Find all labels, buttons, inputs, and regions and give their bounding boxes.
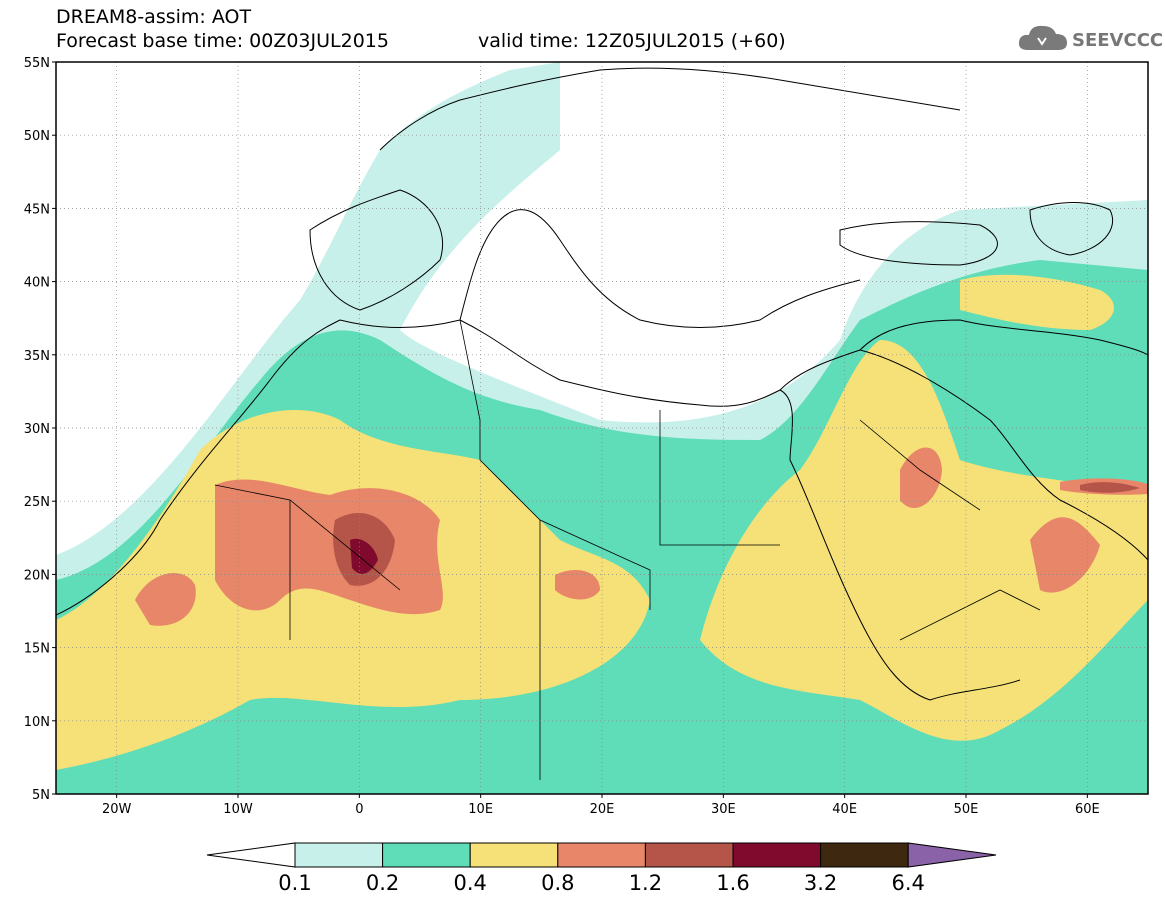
aot-band-0.4-east [700,340,1148,741]
colorbar-label: 0.1 [278,871,311,895]
lon-tick-label: 20E [590,802,615,817]
colorbar-over-arrow [907,842,997,868]
colorbar-label: 1.2 [629,871,662,895]
aot-band-0.8-c [555,570,600,600]
colorbar-swatch [820,842,909,868]
colorbar-swatch [644,842,734,868]
lat-tick-label: 25N [24,495,50,510]
colorbar-swatch [294,842,384,868]
colorbar-label: 1.6 [716,871,749,895]
lat-tick-label: 55N [24,56,50,71]
coastlines [56,67,1148,701]
colorbar: 0.1 0.2 0.4 0.8 1.2 1.6 3.2 6.4 [206,842,997,895]
longitude-labels: 20W 10W 0 10E 20E 30E 40E 50E 60E [102,802,1100,817]
base-time-label: Forecast base time: 00Z03JUL2015 [56,30,389,52]
colorbar-swatch [382,842,471,868]
lat-tick-label: 30N [24,422,50,437]
aot-band-0.8 [215,479,443,615]
lon-tick-label: 50E [954,802,979,817]
colorbar-label: 0.8 [541,871,574,895]
lat-tick-label: 35N [24,349,50,364]
lat-tick-label: 50N [24,129,50,144]
aot-band-1.6 [350,538,378,574]
lat-tick-label: 15N [24,642,50,657]
valid-time-label: valid time: 12Z05JUL2015 (+60) [478,30,786,52]
aot-band-1.2-b [1080,482,1140,493]
aot-band-0.8-e [1030,517,1100,593]
lat-tick-label: 20N [24,568,50,583]
borders [214,319,1041,780]
colorbar-swatch [469,842,559,868]
map-frame [55,61,1149,795]
aot-band-0.4-caspian [960,274,1114,330]
latitude-labels: 55N 50N 45N 40N 35N 30N 25N 20N 15N 10N 5N [24,56,50,803]
aot-field [56,62,1148,794]
cloud-icon [1018,25,1067,50]
lat-tick-label: 45N [24,202,50,217]
colorbar-swatch [557,842,646,868]
seevccc-logo: SEEVCCC [1016,20,1163,60]
lon-tick-label: 10W [223,802,253,817]
lon-tick-label: 60E [1075,802,1100,817]
map-title: DREAM8-assim: AOT [56,6,252,28]
lon-tick-label: 30E [711,802,736,817]
aot-band-0.8-b [135,573,196,626]
lat-tick-label: 10N [24,715,50,730]
aot-band-0.8-d [900,447,942,509]
colorbar-label: 0.2 [366,871,399,895]
colorbar-under-arrow [206,842,296,868]
lon-tick-label: 20W [102,802,132,817]
lon-tick-label: 40E [832,802,857,817]
lon-tick-label: 10E [468,802,493,817]
logo-text: SEEVCCC [1072,30,1164,51]
lat-tick-label: 5N [32,788,50,803]
lat-tick-label: 40N [24,276,50,291]
colorbar-swatch [732,842,822,868]
colorbar-label: 0.4 [453,871,486,895]
colorbar-label: 6.4 [891,871,924,895]
lon-tick-label: 0 [355,802,363,817]
colorbar-label: 3.2 [804,871,837,895]
